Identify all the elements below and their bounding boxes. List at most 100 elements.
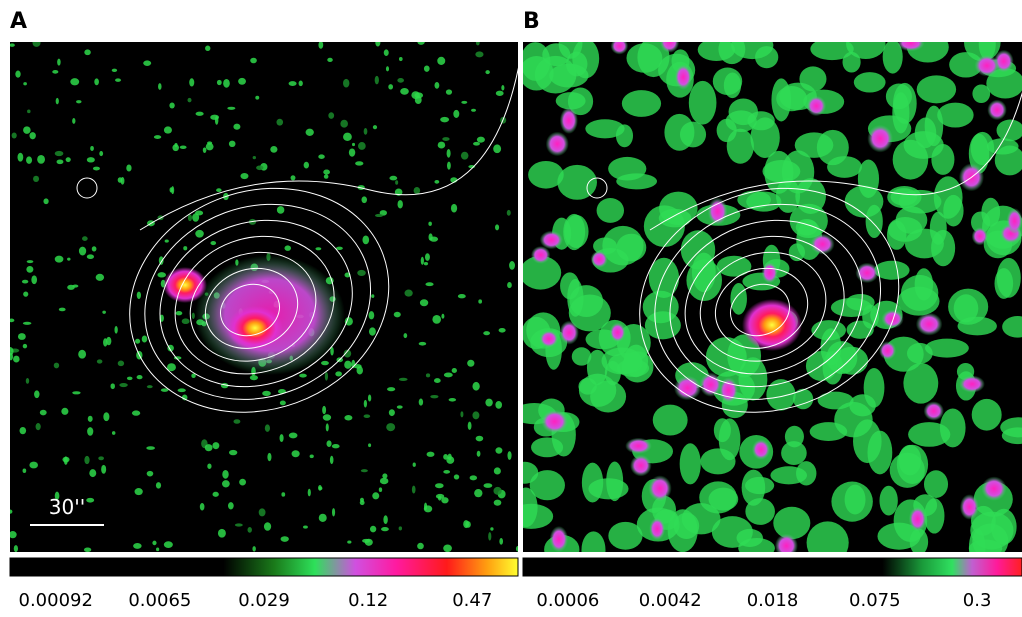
speckle bbox=[204, 444, 213, 452]
speckle bbox=[35, 423, 41, 431]
speckle bbox=[372, 125, 378, 130]
speckle bbox=[460, 151, 469, 160]
blob bbox=[581, 531, 606, 552]
speckle bbox=[490, 527, 494, 531]
colorbar-tick-label: 0.12 bbox=[348, 590, 388, 611]
blob bbox=[931, 143, 955, 175]
blob bbox=[667, 509, 698, 552]
speckle bbox=[117, 177, 123, 183]
speckle bbox=[331, 508, 336, 517]
blob bbox=[886, 220, 907, 250]
speckle bbox=[446, 148, 451, 158]
colorbar-tick-label: 0.0065 bbox=[128, 590, 191, 611]
speckle bbox=[515, 545, 518, 552]
blob bbox=[862, 304, 879, 329]
speckle bbox=[37, 154, 46, 164]
speckle bbox=[101, 464, 107, 474]
speckle bbox=[485, 398, 493, 407]
speckle bbox=[86, 497, 95, 503]
speckle bbox=[58, 307, 66, 312]
speckle bbox=[17, 333, 26, 340]
speckle bbox=[288, 432, 298, 439]
speckle bbox=[56, 159, 64, 165]
blob bbox=[933, 176, 963, 219]
blob bbox=[555, 92, 586, 110]
speckle bbox=[175, 310, 183, 316]
blob bbox=[549, 526, 569, 552]
blob bbox=[539, 330, 559, 348]
speckle bbox=[381, 527, 389, 532]
speckle bbox=[509, 261, 515, 270]
speckle bbox=[183, 246, 188, 251]
speckle bbox=[43, 198, 49, 205]
speckle bbox=[234, 523, 243, 527]
speckle bbox=[430, 394, 439, 399]
blob bbox=[770, 466, 808, 485]
blob bbox=[842, 51, 861, 73]
blob bbox=[652, 404, 688, 436]
speckle bbox=[179, 145, 187, 149]
blob bbox=[773, 506, 811, 540]
speckle bbox=[318, 154, 325, 159]
speckle bbox=[495, 224, 500, 231]
blob bbox=[923, 470, 949, 498]
speckle bbox=[397, 78, 404, 83]
image-b-content bbox=[523, 42, 1022, 552]
speckle bbox=[133, 542, 142, 549]
speckle bbox=[210, 241, 217, 246]
blob bbox=[523, 461, 539, 484]
speckle bbox=[15, 70, 21, 78]
speckle bbox=[227, 106, 236, 110]
speckle bbox=[478, 299, 483, 304]
blob bbox=[557, 164, 597, 200]
speckle bbox=[461, 100, 468, 104]
speckle bbox=[10, 509, 13, 514]
speckle bbox=[318, 486, 323, 490]
speckle bbox=[318, 513, 327, 523]
speckle bbox=[403, 333, 408, 339]
speckle bbox=[474, 488, 483, 498]
contour bbox=[639, 187, 900, 413]
speckle bbox=[187, 214, 193, 222]
speckle bbox=[256, 165, 264, 171]
blob bbox=[972, 84, 991, 104]
blob bbox=[827, 156, 862, 178]
speckle bbox=[248, 218, 257, 225]
speckle bbox=[83, 547, 92, 552]
speckle bbox=[281, 492, 286, 497]
speckle bbox=[84, 49, 91, 56]
panel-label: A bbox=[10, 9, 27, 34]
speckle bbox=[290, 175, 296, 181]
speckle bbox=[417, 542, 424, 550]
speckle bbox=[315, 247, 322, 251]
speckle bbox=[445, 89, 453, 95]
speckle bbox=[82, 236, 88, 241]
speckle bbox=[363, 414, 371, 418]
contour bbox=[129, 187, 390, 413]
speckle bbox=[428, 233, 433, 241]
blob bbox=[716, 255, 752, 277]
speckle bbox=[321, 360, 329, 366]
blob bbox=[560, 272, 580, 300]
speckle bbox=[369, 525, 377, 533]
speckle bbox=[372, 492, 380, 500]
speckle bbox=[102, 310, 106, 314]
blob bbox=[853, 419, 882, 464]
speckle bbox=[78, 349, 87, 359]
blob bbox=[974, 54, 1000, 77]
speckle bbox=[54, 491, 60, 500]
speckle bbox=[134, 488, 143, 496]
blob bbox=[616, 173, 658, 190]
speckle bbox=[164, 239, 169, 243]
blob bbox=[953, 294, 979, 323]
blob bbox=[610, 42, 629, 55]
speckle bbox=[411, 485, 416, 494]
speckle bbox=[10, 346, 14, 356]
blob bbox=[751, 439, 771, 460]
speckle bbox=[440, 116, 450, 123]
speckle bbox=[343, 78, 350, 88]
speckle bbox=[181, 318, 190, 325]
speckle bbox=[99, 151, 104, 157]
speckle bbox=[498, 327, 506, 333]
